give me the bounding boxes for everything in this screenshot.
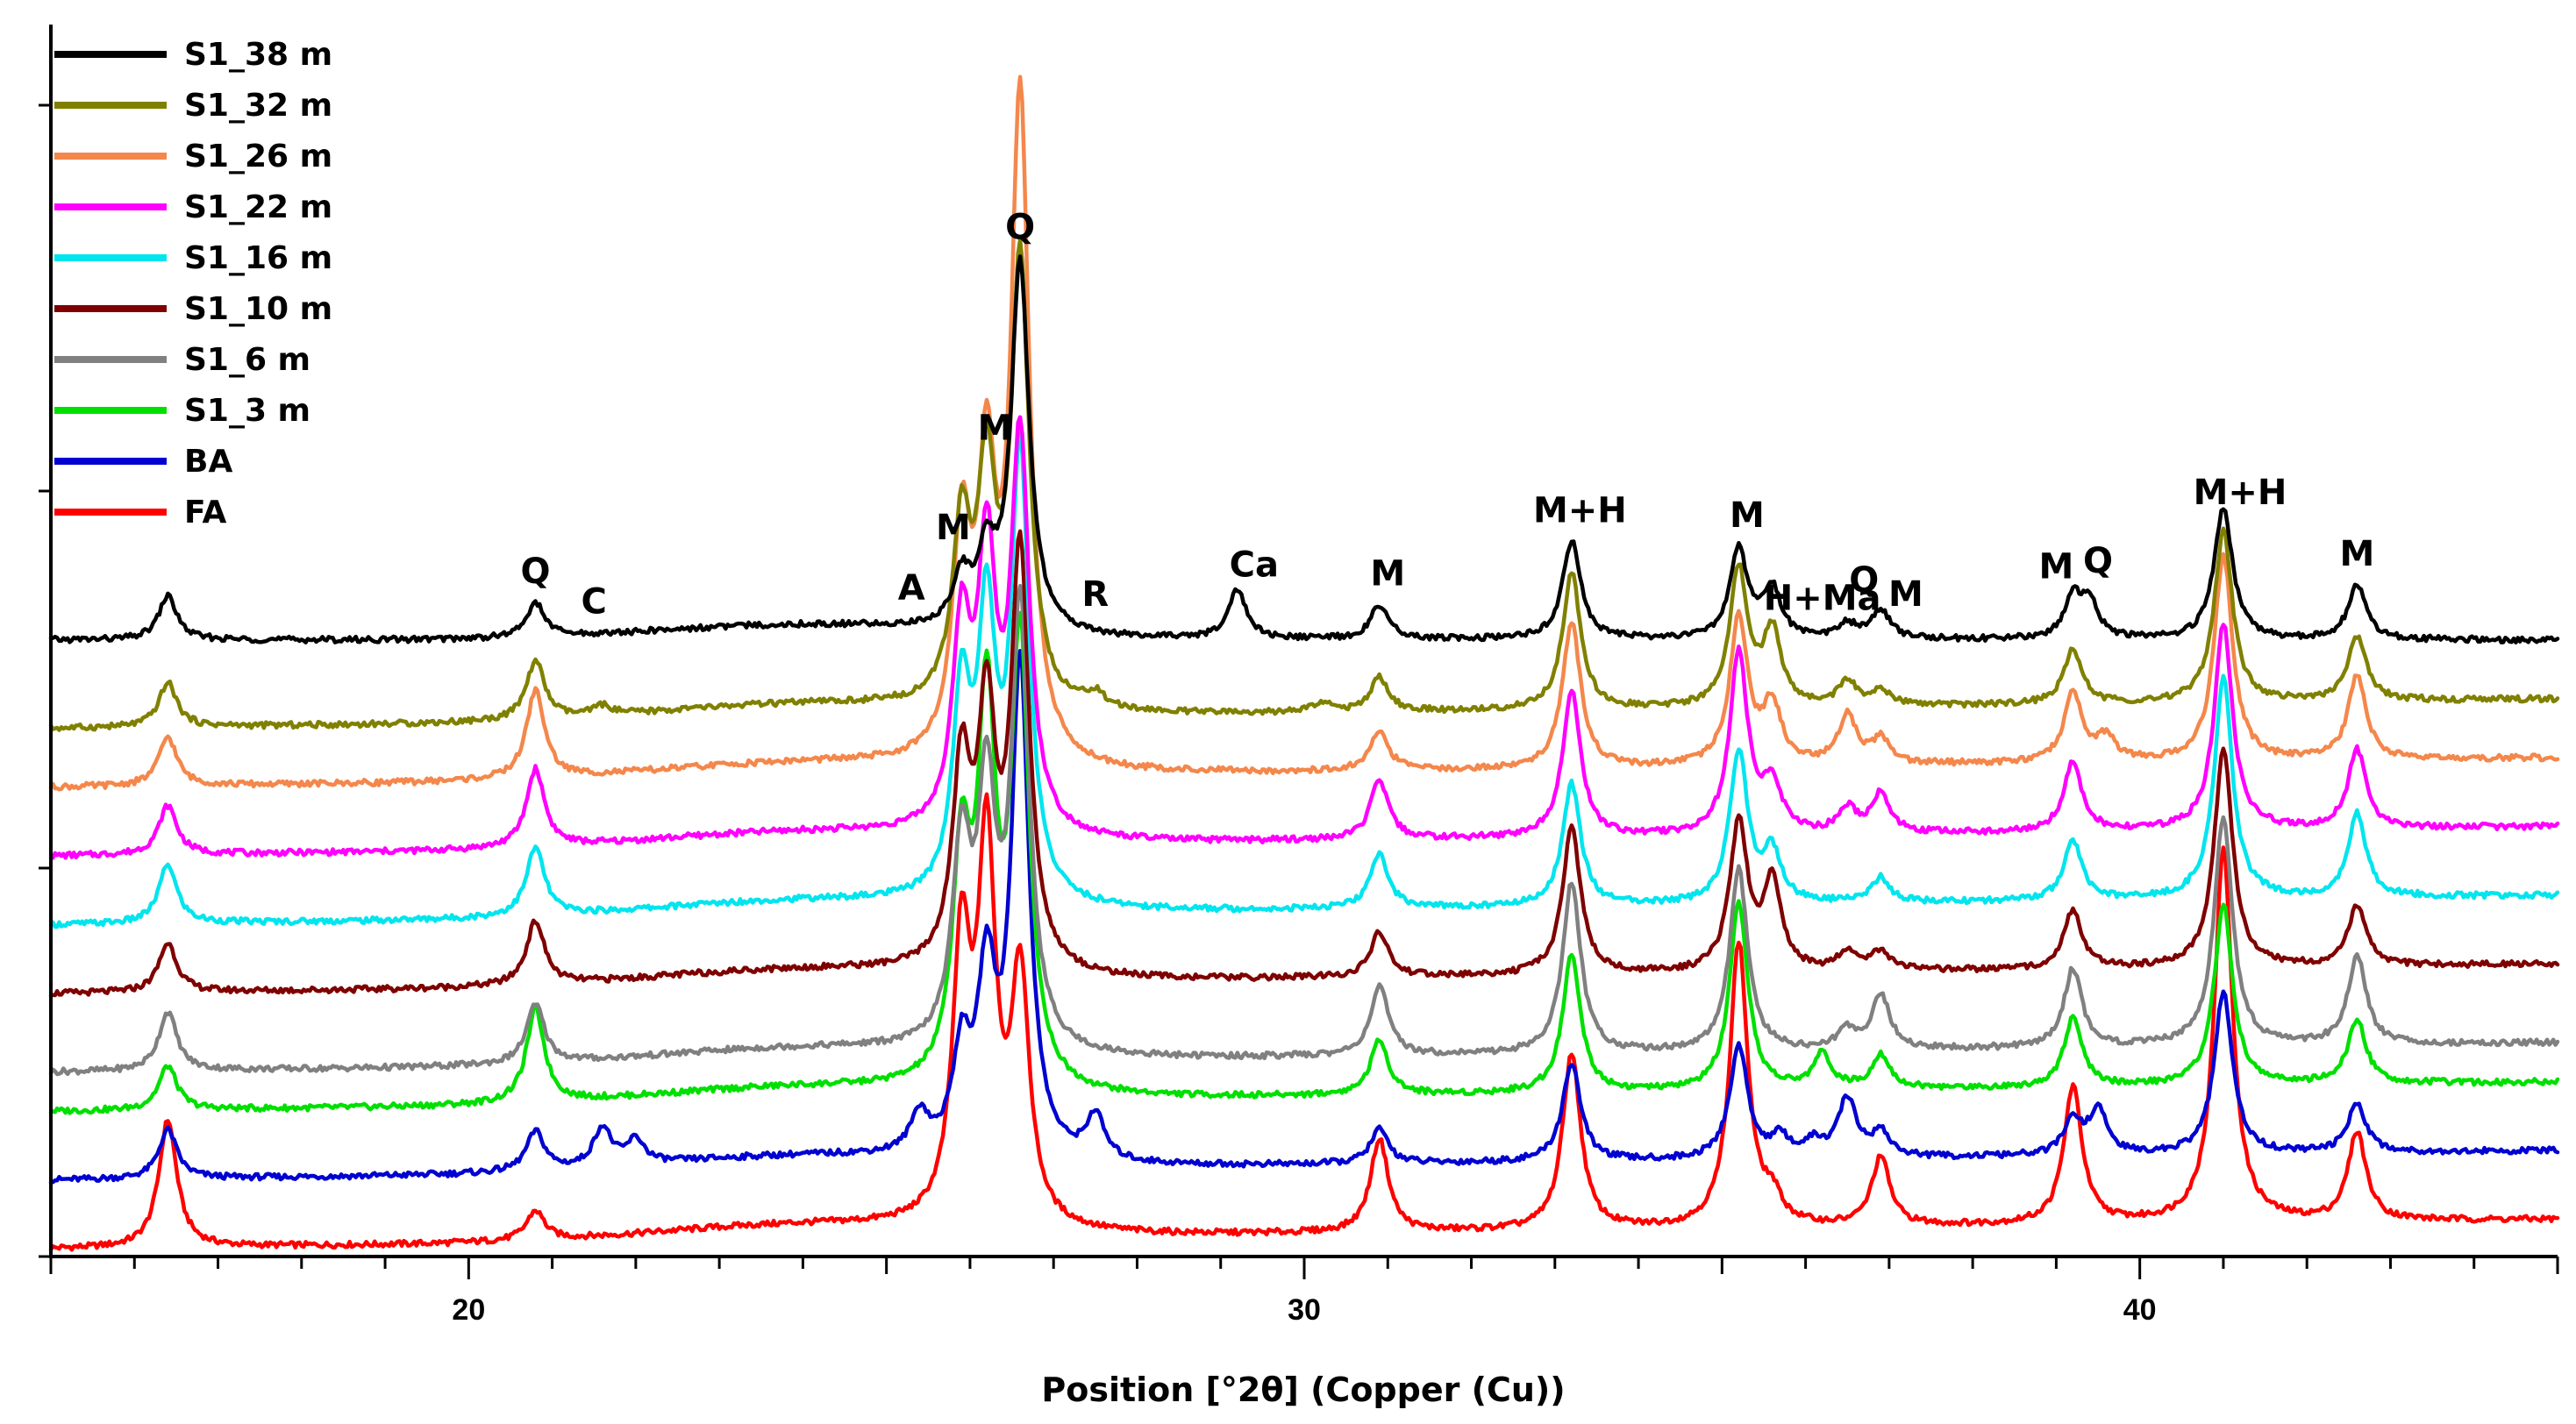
peak-label: M <box>1370 554 1405 595</box>
legend-label: FA <box>184 495 226 530</box>
legend-label: S1_16 m <box>184 240 332 276</box>
legend: S1_38 m S1_32 m S1_26 m S1_22 m S1_16 m S1_10… <box>54 37 332 530</box>
series-line-s1-3-m <box>48 610 2560 1115</box>
series-line-s1-6-m <box>48 583 2560 1077</box>
peak-label: Ca <box>1230 545 1279 585</box>
legend-label: S1_10 m <box>184 291 332 327</box>
peak-label: M <box>978 408 1013 448</box>
peak-label: Q <box>521 552 551 592</box>
peak-label: C <box>582 582 607 623</box>
x-tick-label: 30 <box>1288 1293 1321 1327</box>
y-ticks <box>39 103 51 1258</box>
peak-label: H+Ma <box>1764 578 1881 618</box>
series-line-s1-22-m <box>48 415 2560 860</box>
peak-label: A <box>898 568 925 609</box>
peak-label: M <box>936 508 971 548</box>
series-line-ba <box>48 649 2560 1185</box>
series-layer <box>48 75 2560 1252</box>
legend-label: S1_26 m <box>184 139 332 174</box>
legend-label: S1_38 m <box>184 37 332 73</box>
legend-label: S1_22 m <box>184 189 332 225</box>
series-line-s1-16-m <box>48 431 2560 929</box>
series-line-s1-32-m <box>48 238 2560 732</box>
peak-label: M <box>1730 495 1765 536</box>
peak-label: Q <box>1849 560 1879 601</box>
x-axis-label: Position [°2θ] (Copper (Cu)) <box>1041 1371 1565 1409</box>
series-line-s1-26-m <box>48 75 2560 792</box>
peak-label: Q <box>1005 208 1035 248</box>
legend-label: S1_6 m <box>184 342 310 378</box>
series-line-s1-38-m <box>48 254 2560 644</box>
legend-label: S1_3 m <box>184 393 310 429</box>
peak-label: R <box>1081 574 1109 615</box>
peak-label: M <box>2038 546 2073 587</box>
x-tick-label: 40 <box>2123 1293 2157 1327</box>
peak-label: M <box>1888 574 1923 615</box>
peak-label: M <box>2339 534 2374 574</box>
peak-label: M+H <box>1533 491 1627 531</box>
series-line-s1-10-m <box>48 529 2560 998</box>
legend-label: S1_32 m <box>184 88 332 124</box>
series-line-fa <box>48 792 2560 1252</box>
legend-label: BA <box>184 444 232 480</box>
peak-label: M+H <box>2194 473 2287 513</box>
x-tick-label: 20 <box>452 1293 485 1327</box>
peak-label: Q <box>2083 541 2113 581</box>
x-ticks: 20 30 40 <box>49 1257 2559 1327</box>
